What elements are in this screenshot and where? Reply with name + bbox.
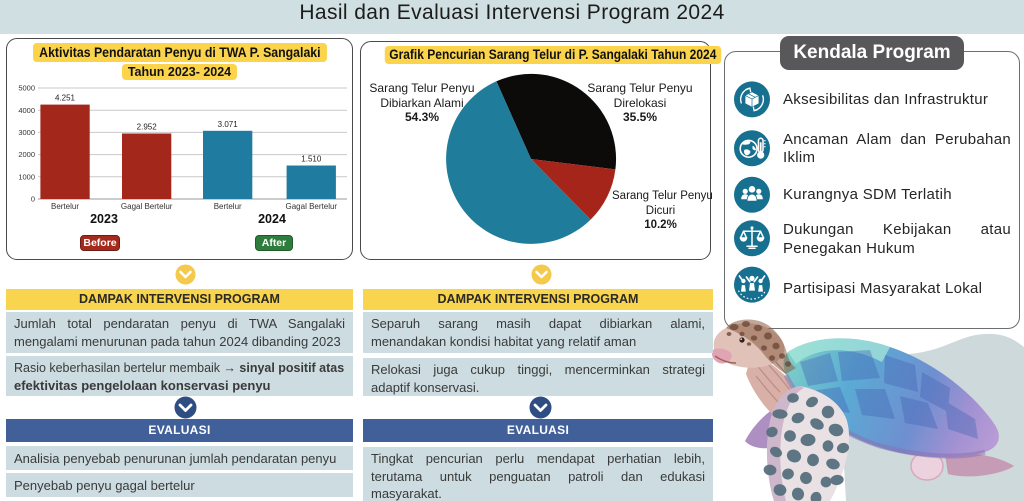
svg-text:2000: 2000 [18, 150, 35, 159]
svg-text:3.071: 3.071 [218, 120, 239, 129]
svg-text:1000: 1000 [18, 172, 35, 181]
svg-text:4000: 4000 [18, 106, 35, 115]
svg-text:1.510: 1.510 [301, 155, 322, 164]
svg-text:Bertelur: Bertelur [214, 202, 242, 211]
svg-text:3000: 3000 [18, 128, 35, 137]
svg-text:Gagal Bertelur: Gagal Bertelur [286, 202, 338, 211]
svg-text:2024: 2024 [258, 212, 286, 226]
svg-text:0: 0 [31, 195, 35, 204]
svg-text:5000: 5000 [18, 84, 35, 93]
svg-text:Gagal Bertelur: Gagal Bertelur [121, 202, 173, 211]
svg-text:Bertelur: Bertelur [51, 202, 79, 211]
svg-text:4.251: 4.251 [55, 94, 76, 103]
svg-text:2.952: 2.952 [137, 123, 158, 132]
svg-text:2023: 2023 [90, 212, 118, 226]
